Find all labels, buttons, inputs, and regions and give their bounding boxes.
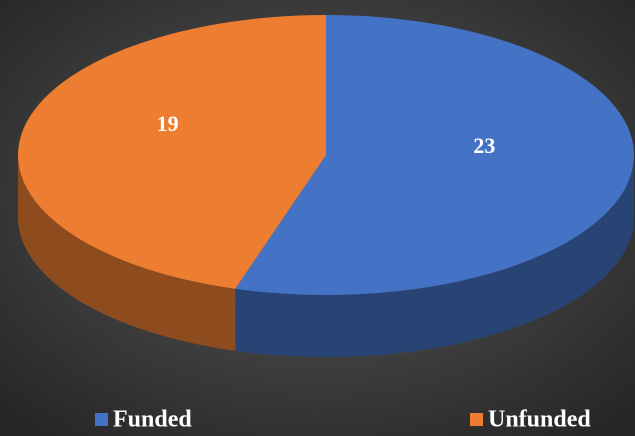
- slice-side-shade: [235, 155, 634, 357]
- legend-label: Unfunded: [488, 407, 591, 433]
- legend-label: Funded: [113, 407, 192, 433]
- legend-swatch: [470, 413, 483, 426]
- slice: [235, 15, 635, 295]
- legend-swatch: [95, 413, 108, 426]
- data-label: 19: [157, 111, 179, 136]
- slice-side: [235, 155, 634, 357]
- slice-side: [18, 155, 236, 351]
- data-label: 23: [473, 133, 495, 158]
- slice-side-shade: [18, 155, 236, 351]
- slice: [18, 15, 326, 289]
